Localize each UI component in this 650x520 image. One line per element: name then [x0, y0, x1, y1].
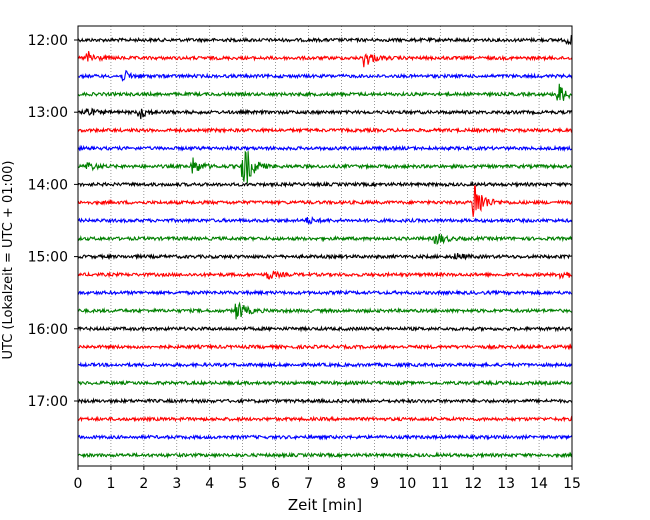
plot-frame: [77, 25, 573, 467]
y-axis-ticks: 12:00 13:00 14:00 15:00 16:00 17:00: [28, 33, 78, 410]
trace-line: [77, 433, 573, 441]
x-tick-label: 3: [172, 476, 181, 492]
y-axis-label: UTC (Lokalzeit = UTC + 01:00): [1, 161, 16, 360]
x-tick-label: 0: [74, 476, 83, 492]
trace-line: [77, 397, 573, 405]
trace-line: [77, 83, 573, 101]
x-tick-label: 11: [431, 476, 449, 492]
x-tick-label: 15: [563, 476, 581, 492]
trace-line: [77, 343, 573, 351]
trace-line: [77, 451, 573, 459]
trace-line: [77, 107, 573, 120]
trace-line: [77, 215, 573, 225]
x-tick-label: 6: [271, 476, 280, 492]
x-tick-label: 2: [139, 476, 148, 492]
trace-line: [77, 180, 573, 189]
trace-line: [77, 415, 573, 423]
y-tick-label: 12:00: [28, 33, 68, 49]
traces: [77, 34, 573, 459]
trace-line: [77, 185, 573, 217]
trace-line: [77, 150, 573, 184]
trace-line: [78, 301, 573, 320]
x-tick-label: 14: [530, 476, 548, 492]
y-tick-label: 16:00: [28, 322, 68, 338]
x-tick-label: 4: [205, 476, 214, 492]
trace-line: [77, 289, 573, 297]
x-tick-label: 7: [304, 476, 313, 492]
trace-line: [77, 144, 573, 153]
x-tick-label: 1: [106, 476, 115, 492]
trace-line: [77, 270, 573, 280]
x-tick-label: 8: [337, 476, 346, 492]
x-tick-label: 12: [464, 476, 482, 492]
grid: [110, 26, 540, 466]
x-axis-label: Zeit [min]: [288, 496, 362, 514]
trace-line: [77, 233, 573, 246]
y-tick-label: 17:00: [28, 394, 68, 410]
trace-line: [77, 34, 573, 46]
x-tick-label: 9: [370, 476, 379, 492]
y-tick-label: 15:00: [28, 250, 68, 266]
y-tick-label: 13:00: [28, 105, 68, 121]
x-tick-label: 13: [497, 476, 515, 492]
x-tick-label: 5: [238, 476, 247, 492]
trace-line: [77, 379, 573, 387]
x-axis-ticks: 0 1 2 3 4 5 6 7 8 9 10 11 12 13 14 15: [74, 466, 581, 492]
trace-line: [77, 252, 573, 261]
y-tick-label: 14:00: [28, 177, 68, 193]
x-tick-label: 10: [398, 476, 416, 492]
trace-line: [77, 325, 573, 333]
trace-line: [77, 69, 573, 82]
trace-line: [77, 126, 573, 134]
trace-line: [77, 50, 573, 68]
trace-line: [77, 361, 573, 369]
